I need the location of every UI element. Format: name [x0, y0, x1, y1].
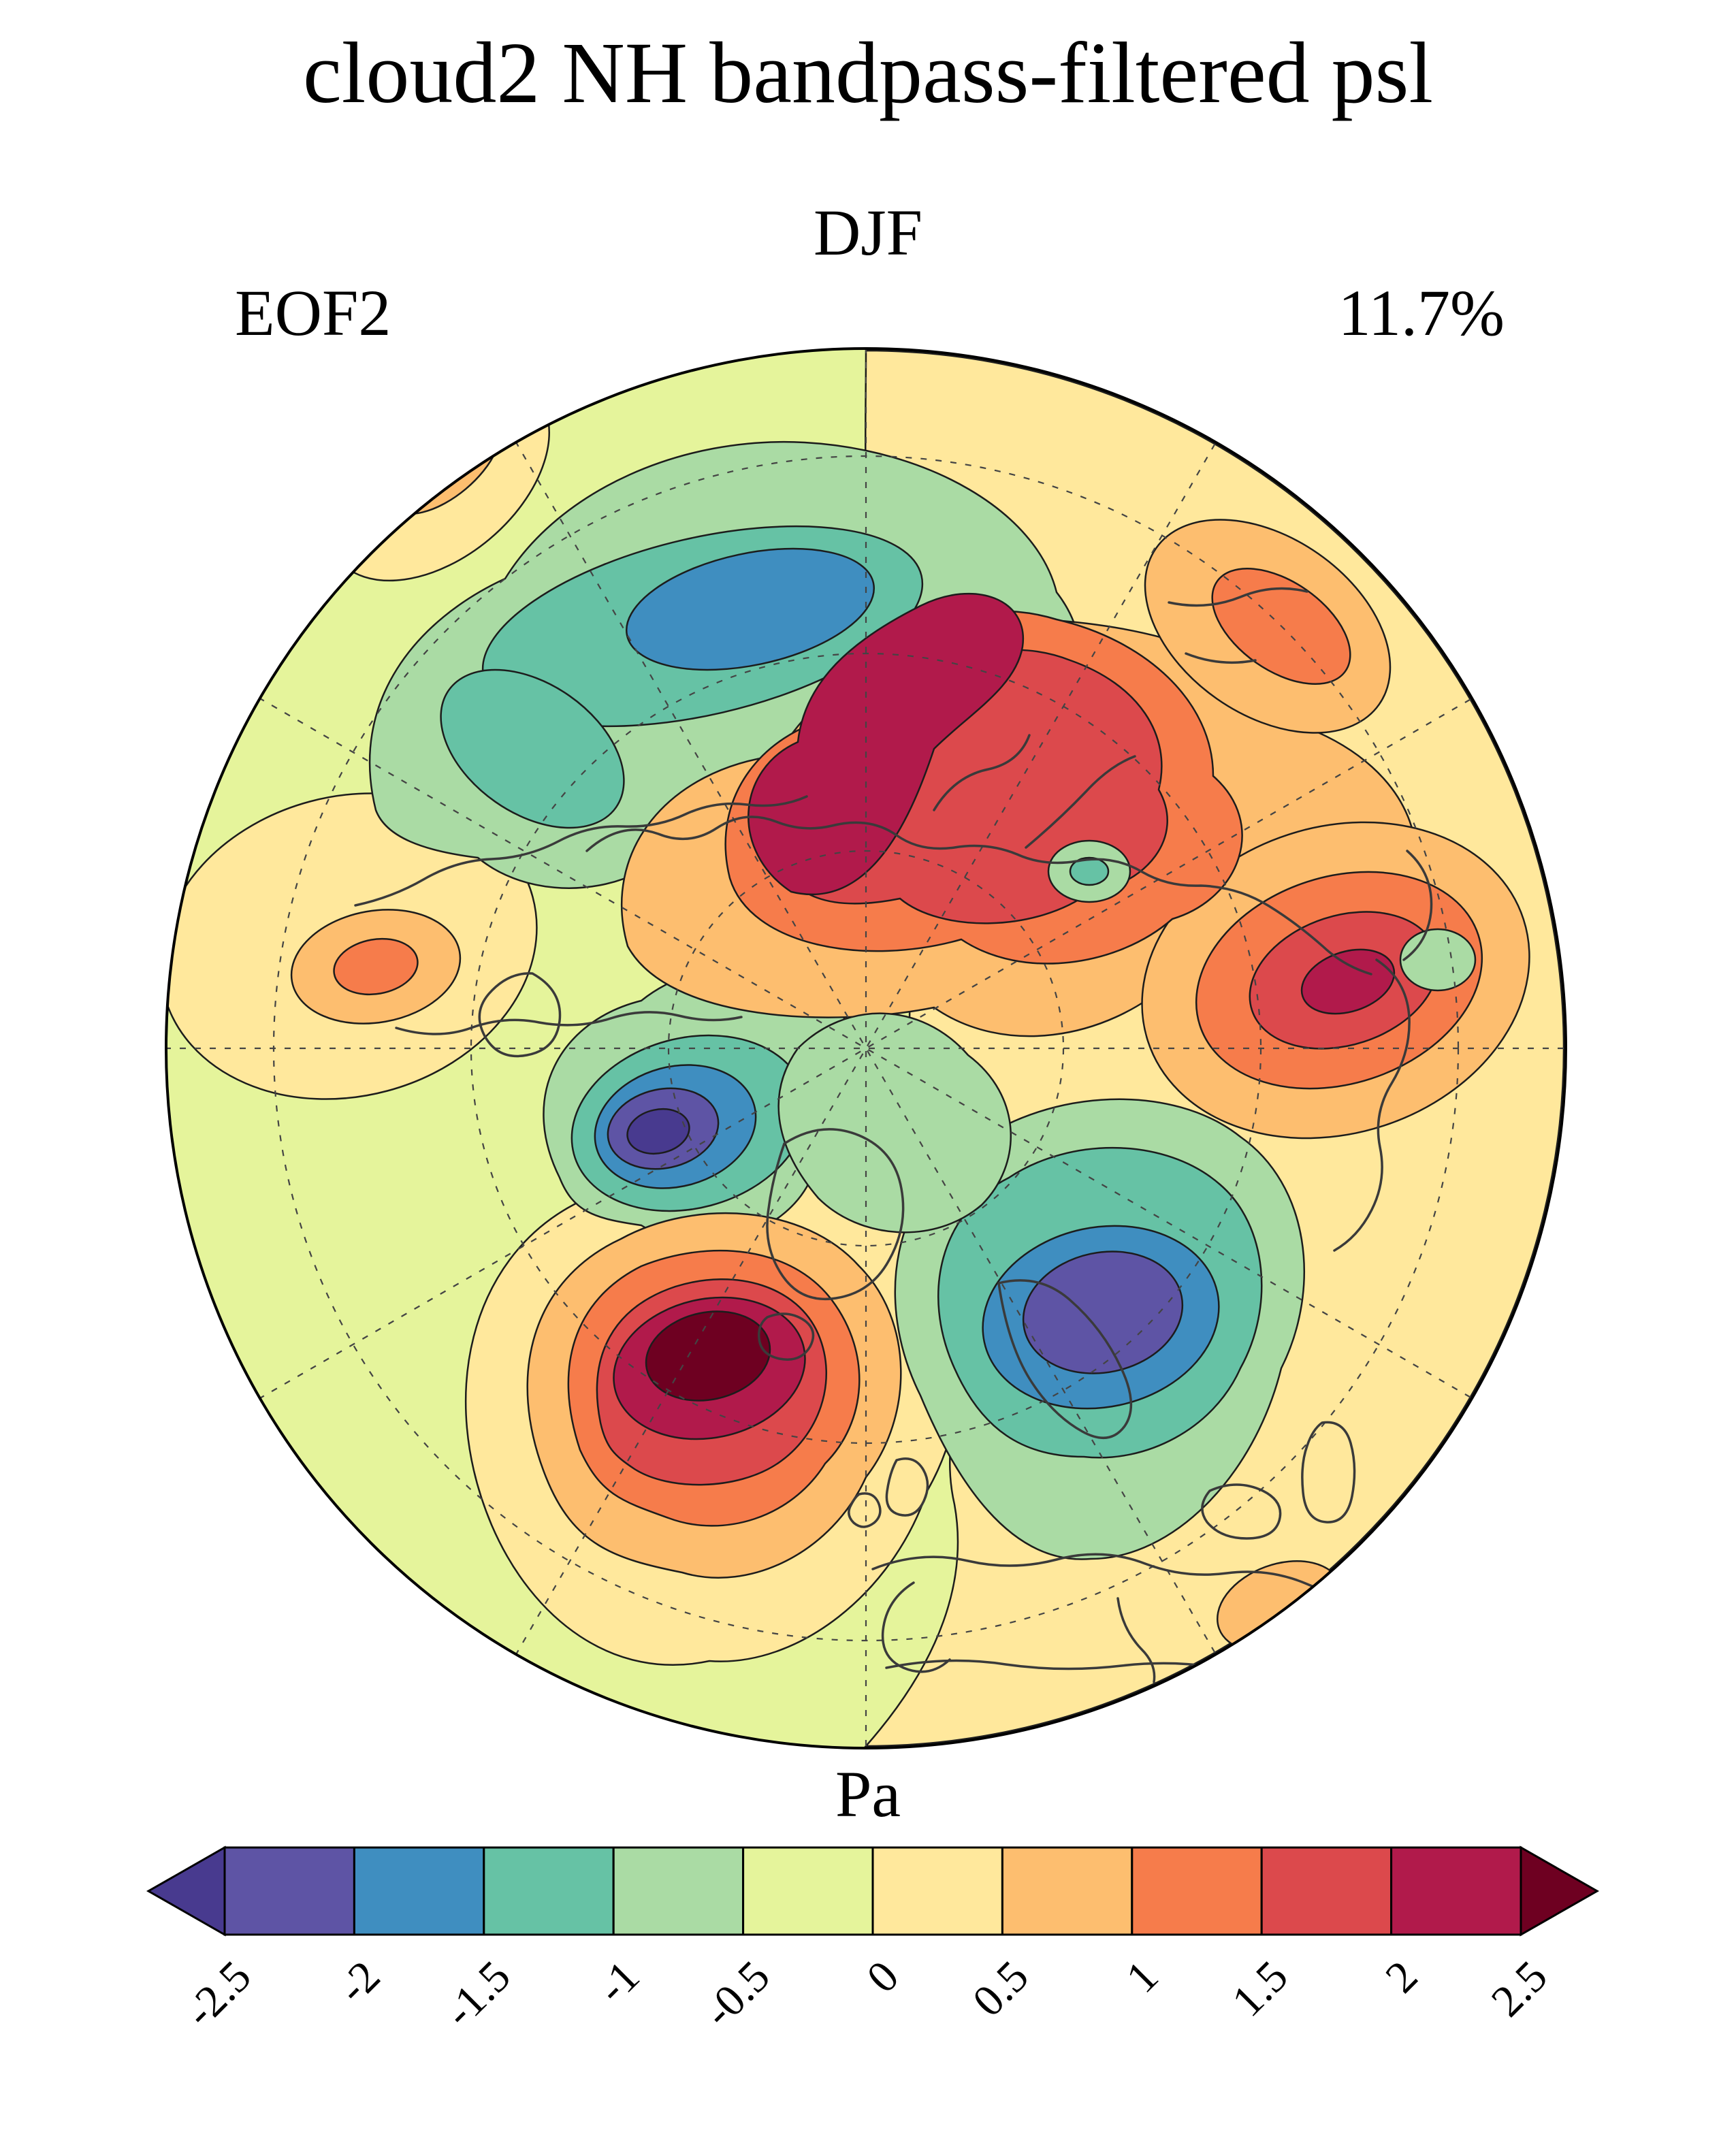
- colorbar-segment: [1390, 1846, 1522, 1936]
- meridian-line: [515, 440, 1217, 1656]
- coastline-iceland: [758, 1312, 815, 1361]
- colorbar-tick-label: 0.5: [963, 1951, 1038, 2027]
- band-siberia-crimson: [748, 592, 1025, 896]
- meridian-line: [258, 697, 1474, 1400]
- meridian-line: [258, 697, 1474, 1400]
- colorbar-tick-label: -2: [327, 1951, 390, 2014]
- coastline-ireland: [848, 1492, 882, 1528]
- eof-mode-label: EOF2: [235, 276, 391, 349]
- band-bottom-maroon: [645, 1310, 771, 1402]
- colorbar-segment: [223, 1846, 355, 1936]
- colorbar-segment: [612, 1846, 745, 1936]
- coastline-iberia: [881, 1581, 951, 1673]
- coastline-italy: [1116, 1597, 1156, 1683]
- coastline-caspian-sea: [1301, 1421, 1356, 1523]
- colorbar-segment: [1260, 1846, 1393, 1936]
- coastline-hudson-bay: [478, 972, 562, 1058]
- colorbar-tick-label: -1: [587, 1951, 649, 2014]
- coastline-europe: [871, 1553, 1380, 1598]
- variance-label: 11.7%: [1338, 276, 1505, 349]
- colorbar-tick-label: 2.5: [1481, 1951, 1557, 2027]
- band-poleeast-teal-dot: [1069, 856, 1110, 886]
- coastline-black-sea: [1201, 1483, 1282, 1540]
- polar-map: [165, 347, 1567, 1749]
- map-outline: [165, 347, 1567, 1749]
- band-rightrim-green-dot: [1399, 928, 1477, 992]
- band-europe-purple: [1022, 1250, 1184, 1374]
- colorbar-segment: [871, 1846, 1003, 1936]
- colorbar-tick-label: -2.5: [174, 1951, 261, 2037]
- colorbar-tick-label: 2: [1376, 1951, 1428, 2003]
- colorbar-segment: [353, 1846, 485, 1936]
- colorbar-segment: [1131, 1846, 1263, 1936]
- colorbar-segment: [483, 1846, 615, 1936]
- coastlines: [354, 587, 1433, 1683]
- coastline-britain: [885, 1457, 929, 1517]
- coastline-east-asia: [1333, 958, 1411, 1252]
- colorbar-segment: [1001, 1846, 1134, 1936]
- coastline-canada: [395, 1011, 743, 1035]
- coastline-bering-1: [1168, 587, 1308, 607]
- coastline-siberia: [585, 816, 1372, 975]
- colorbar-tick-label: 1: [1116, 1951, 1168, 2003]
- season-label: DJF: [813, 196, 923, 269]
- colorbar-extend-right: [1520, 1845, 1600, 1937]
- colorbar-extend-left: [146, 1845, 226, 1937]
- coastline-scandinavia: [997, 1279, 1133, 1440]
- colorbar-tick-label: -0.5: [693, 1951, 779, 2037]
- colorbar-tick-label: 0: [857, 1951, 909, 2003]
- colorbar-tick-label: 1.5: [1222, 1951, 1298, 2027]
- band-centerleft-darkpurple: [626, 1108, 690, 1155]
- colorbar-title: Pa: [835, 1758, 901, 1830]
- coastline-bering-2: [1185, 652, 1257, 664]
- coastline-kamchatka: [1402, 850, 1433, 961]
- coastline-novaya-zemlya: [1025, 755, 1136, 849]
- coastline-north-america: [354, 795, 808, 907]
- coastline-greenland: [766, 1128, 905, 1301]
- coastline-taymyr: [933, 734, 1031, 811]
- graticule: [166, 349, 1566, 1748]
- band-polar-green-corridor: [777, 1012, 1012, 1233]
- colorbar-tick-label: -1.5: [434, 1951, 520, 2037]
- band-top-teal-2: [440, 668, 625, 829]
- band-left-orange: [333, 937, 419, 996]
- meridian-line: [515, 440, 1217, 1656]
- colorbar: [146, 1845, 1600, 1937]
- figure-title: cloud2 NH bandpass-filtered psl: [302, 25, 1434, 121]
- band-top-blue: [625, 547, 875, 671]
- colorbar-segment: [742, 1846, 874, 1936]
- band-rightmid-crimson: [1300, 948, 1396, 1015]
